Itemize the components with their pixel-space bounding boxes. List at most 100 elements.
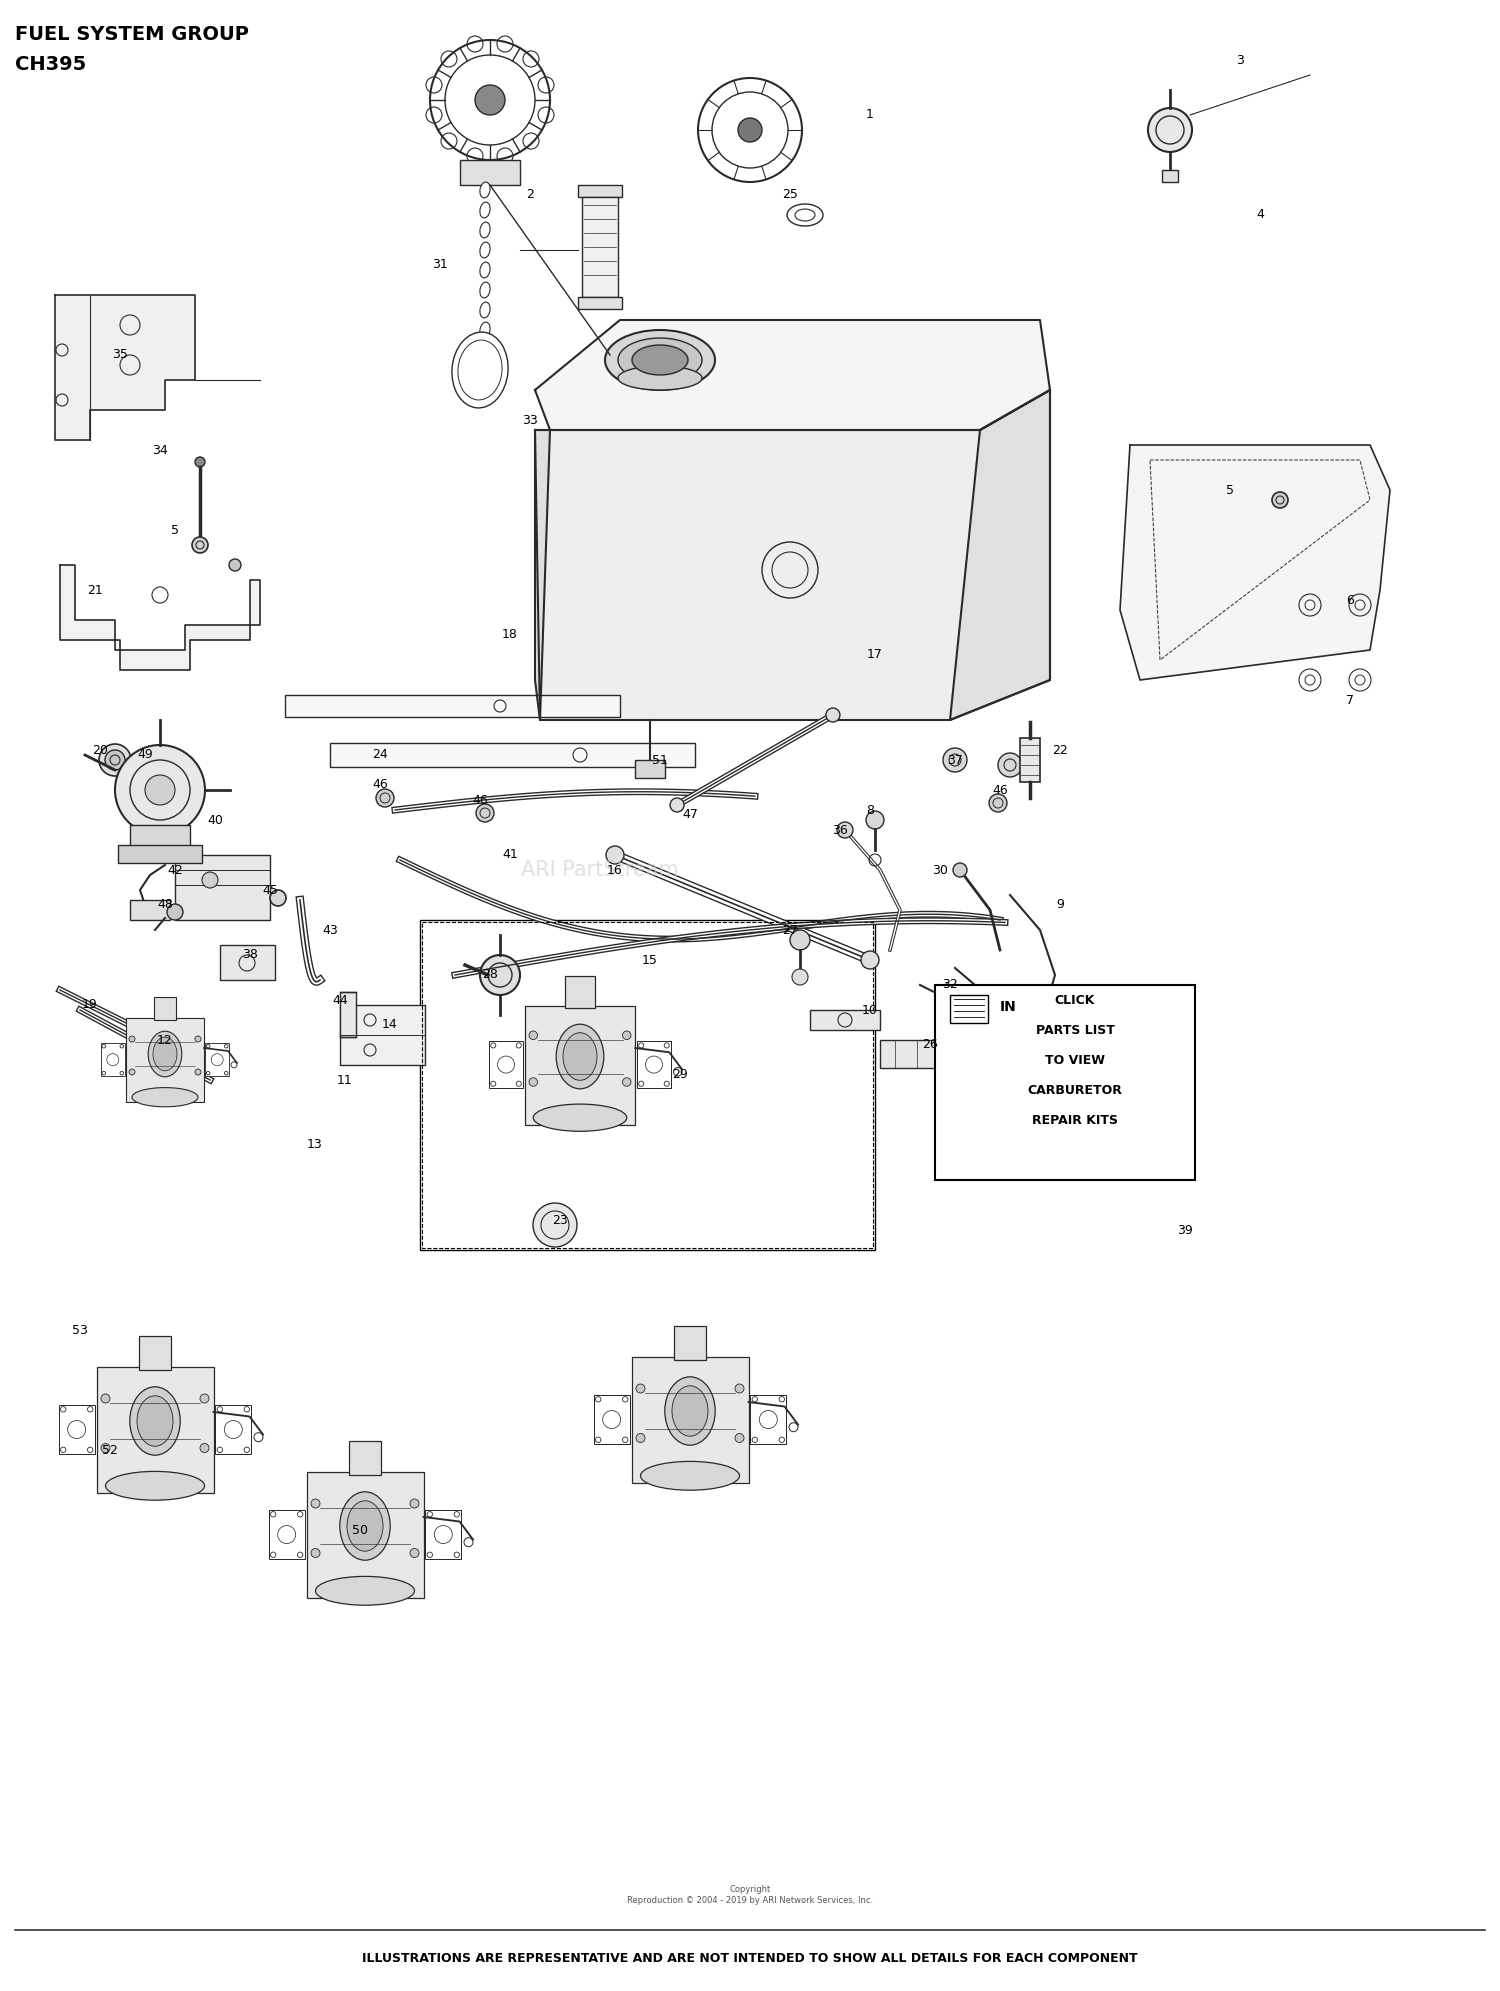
Circle shape [200, 1443, 208, 1453]
Text: CARBURETOR: CARBURETOR [1028, 1083, 1122, 1097]
Text: 15: 15 [642, 954, 658, 966]
Text: 31: 31 [432, 259, 448, 271]
Circle shape [192, 538, 208, 553]
Bar [582, 197, 618, 297]
Ellipse shape [480, 223, 490, 239]
Ellipse shape [618, 338, 702, 382]
Ellipse shape [480, 263, 490, 279]
Text: 51: 51 [652, 753, 668, 767]
Ellipse shape [480, 181, 490, 197]
Text: 39: 39 [1178, 1224, 1192, 1236]
Text: 26: 26 [922, 1039, 938, 1051]
Text: 19: 19 [82, 999, 98, 1011]
Circle shape [606, 846, 624, 864]
Bar [100, 1043, 124, 1077]
Circle shape [532, 1203, 578, 1246]
Ellipse shape [153, 1037, 177, 1071]
Ellipse shape [480, 243, 490, 259]
Text: 50: 50 [352, 1523, 368, 1537]
Ellipse shape [480, 201, 490, 217]
Bar [950, 996, 988, 1023]
Circle shape [376, 788, 394, 806]
Text: 29: 29 [672, 1069, 688, 1081]
Text: 10: 10 [862, 1003, 877, 1017]
Bar [96, 1368, 213, 1493]
Bar [810, 1009, 880, 1029]
Bar [564, 976, 596, 1007]
Text: 36: 36 [833, 824, 848, 836]
Polygon shape [536, 390, 1050, 721]
Circle shape [988, 794, 1006, 812]
Text: TO VIEW: TO VIEW [1046, 1053, 1106, 1067]
Text: 2: 2 [526, 189, 534, 201]
Bar [880, 1039, 1001, 1067]
Polygon shape [536, 430, 550, 721]
Bar [118, 844, 202, 862]
Text: 5: 5 [1226, 484, 1234, 496]
Polygon shape [1120, 446, 1390, 681]
Ellipse shape [562, 1033, 597, 1081]
Text: 32: 32 [942, 978, 958, 992]
Text: 40: 40 [207, 814, 224, 826]
Bar [934, 986, 1196, 1181]
Ellipse shape [130, 1388, 180, 1455]
Text: 45: 45 [262, 884, 278, 896]
Circle shape [636, 1384, 645, 1394]
Circle shape [480, 956, 520, 996]
Text: 49: 49 [136, 749, 153, 761]
Bar [420, 920, 874, 1250]
Circle shape [735, 1434, 744, 1443]
Bar [130, 900, 170, 920]
Ellipse shape [604, 331, 715, 390]
Text: 38: 38 [242, 948, 258, 962]
Text: 27: 27 [782, 924, 798, 936]
Circle shape [738, 117, 762, 141]
Ellipse shape [340, 1491, 390, 1561]
Bar [206, 1043, 230, 1077]
Bar [220, 946, 274, 980]
Circle shape [270, 890, 286, 906]
Ellipse shape [632, 344, 688, 374]
Text: 30: 30 [932, 864, 948, 876]
Circle shape [622, 1077, 632, 1087]
Bar [578, 185, 622, 197]
Circle shape [622, 1031, 632, 1039]
Bar [632, 1358, 748, 1483]
Text: ARI PartStream: ARI PartStream [520, 860, 680, 880]
Text: 18: 18 [503, 629, 518, 641]
Text: Copyright
Reproduction © 2004 - 2019 by ARI Network Services, Inc.: Copyright Reproduction © 2004 - 2019 by … [627, 1885, 873, 1905]
Text: 4: 4 [1256, 209, 1264, 221]
Circle shape [790, 930, 810, 950]
Bar [525, 1005, 636, 1125]
Bar [1020, 739, 1040, 782]
Circle shape [310, 1499, 320, 1507]
Text: 42: 42 [166, 864, 183, 876]
Ellipse shape [458, 340, 503, 400]
Text: 7: 7 [1346, 693, 1354, 707]
Text: 13: 13 [308, 1139, 322, 1151]
Circle shape [530, 1077, 537, 1087]
Text: 24: 24 [372, 749, 388, 761]
Text: 47: 47 [682, 808, 698, 822]
Bar [350, 1441, 381, 1475]
Circle shape [230, 559, 242, 571]
Circle shape [792, 970, 808, 986]
Circle shape [146, 774, 176, 804]
Ellipse shape [148, 1031, 182, 1077]
Text: IN: IN [1000, 999, 1017, 1013]
Circle shape [1272, 492, 1288, 508]
Circle shape [129, 1035, 135, 1041]
Text: 1: 1 [865, 108, 874, 121]
Circle shape [195, 1035, 201, 1041]
Circle shape [195, 458, 206, 468]
Bar [176, 854, 270, 920]
Text: 17: 17 [867, 649, 883, 661]
Circle shape [310, 1549, 320, 1557]
Bar [578, 297, 622, 309]
Bar [58, 1406, 94, 1453]
Text: 37: 37 [946, 753, 963, 767]
Circle shape [476, 86, 506, 115]
Text: 8: 8 [865, 804, 874, 816]
Bar [340, 992, 356, 1037]
Circle shape [827, 709, 840, 723]
